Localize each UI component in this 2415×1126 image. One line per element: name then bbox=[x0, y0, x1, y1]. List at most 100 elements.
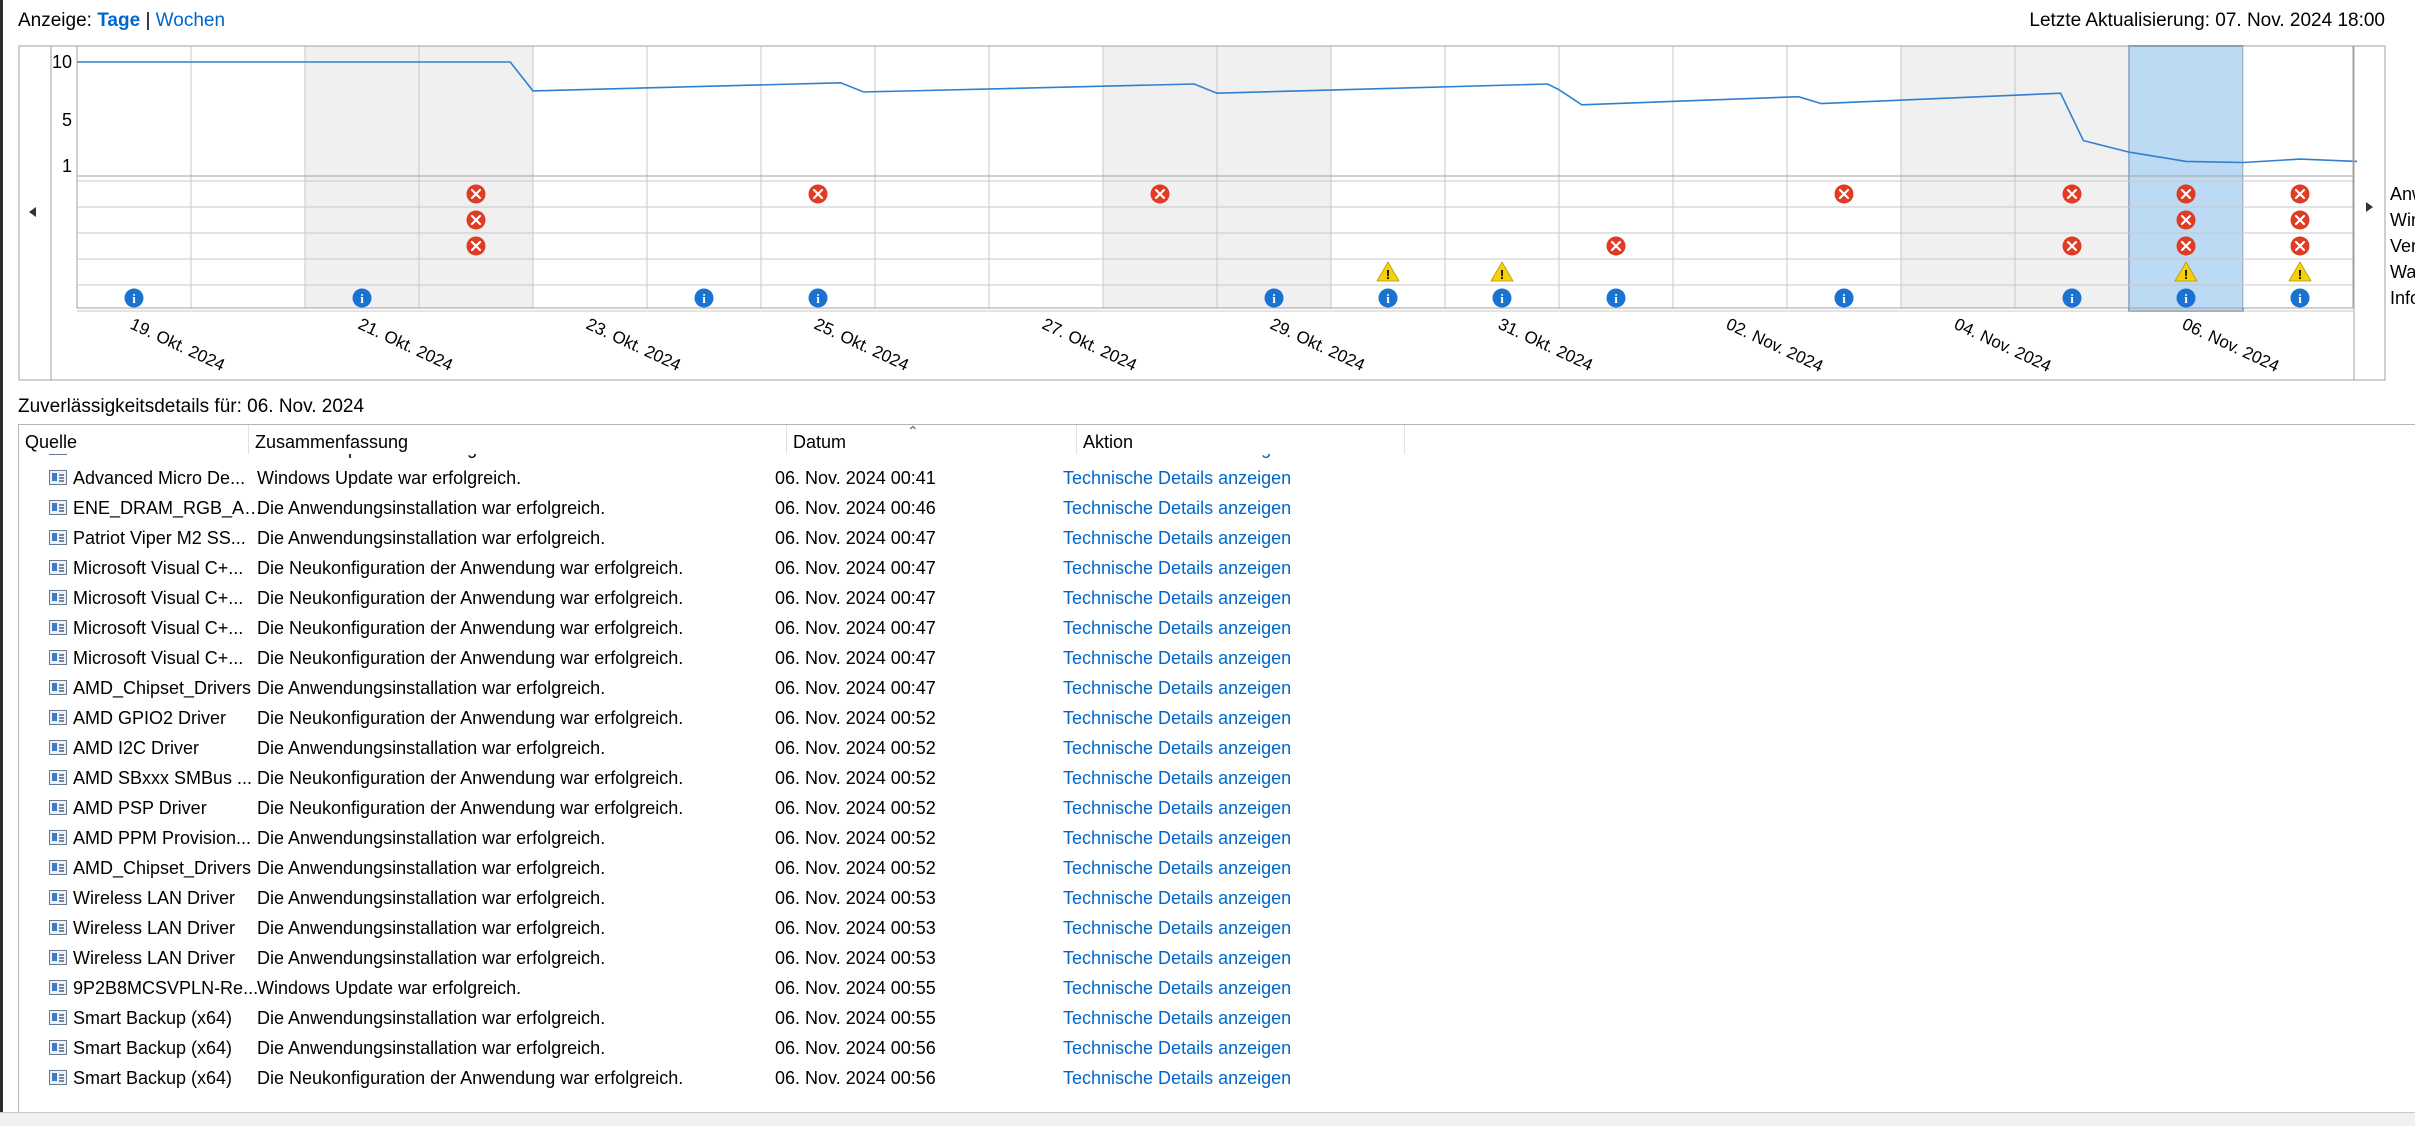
table-row[interactable]: AMD SBxxx SMBus ... Die Neukonfiguration … bbox=[19, 763, 1419, 793]
technical-details-link[interactable]: Technische Details anzeigen bbox=[1063, 918, 1292, 938]
warning-exclamation-mark: ! bbox=[2184, 267, 2188, 282]
technical-details-link[interactable]: Technische Details anzeigen bbox=[1063, 828, 1292, 848]
y-tick-label: 10 bbox=[52, 52, 72, 72]
row-date: 06. Nov. 2024 00:47 bbox=[775, 618, 936, 638]
details-table: 9P2B8MCSVPLN-Re...Windows Update war erf… bbox=[18, 424, 2415, 1113]
column-header-date[interactable]: Datum bbox=[787, 425, 1077, 454]
table-row[interactable]: Microsoft Visual C+... Die Neukonfigurati… bbox=[19, 613, 1419, 643]
day-column bbox=[419, 46, 533, 308]
scroll-right-arrow-icon[interactable] bbox=[2366, 202, 2373, 212]
info-icon bbox=[1606, 288, 1626, 308]
column-header-action[interactable]: Aktion bbox=[1077, 425, 1405, 454]
row-date: 06. Nov. 2024 00:52 bbox=[775, 768, 936, 788]
table-row[interactable]: Wireless LAN Driver Die Anwendungsinstall… bbox=[19, 883, 1419, 913]
technical-details-link[interactable]: Technische Details anzeigen bbox=[1063, 678, 1292, 698]
technical-details-link[interactable]: Technische Details anzeigen bbox=[1063, 738, 1292, 758]
row-date: 06. Nov. 2024 00:56 bbox=[775, 1038, 936, 1058]
table-row[interactable]: AMD GPIO2 Driver Die Neukonfiguration der… bbox=[19, 703, 1419, 733]
event-row-label: Warnungen bbox=[2390, 262, 2415, 282]
row-date: 06. Nov. 2024 00:47 bbox=[775, 648, 936, 668]
day-column bbox=[533, 46, 647, 308]
error-cross-mark bbox=[2180, 240, 2192, 252]
technical-details-link[interactable]: Technische Details anzeigen bbox=[1063, 798, 1292, 818]
table-row[interactable]: 9P2B8MCSVPLN-Re...Windows Update war erf… bbox=[19, 973, 1419, 1003]
technical-details-link[interactable]: Technische Details anzeigen bbox=[1063, 618, 1292, 638]
technical-details-link[interactable]: Technische Details anzeigen bbox=[1063, 648, 1292, 668]
warning-icon bbox=[2288, 261, 2312, 282]
info-icon bbox=[808, 288, 828, 308]
row-source: AMD PSP Driver bbox=[73, 798, 207, 818]
warning-exclamation-mark: ! bbox=[1500, 267, 1504, 282]
event-entry-icon bbox=[49, 1070, 67, 1085]
table-row[interactable]: Smart Backup (x64) Die Anwendungsinstalla… bbox=[19, 1033, 1419, 1063]
row-source: Smart Backup (x64) bbox=[73, 1008, 233, 1028]
view-days-link[interactable]: Tage bbox=[97, 10, 141, 31]
table-row[interactable]: AMD PSP Driver Die Neukonfiguration der A… bbox=[19, 793, 1419, 823]
technical-details-link[interactable]: Technische Details anzeigen bbox=[1063, 858, 1292, 878]
column-header-summary[interactable]: Zusammenfassung bbox=[249, 425, 787, 454]
row-summary: Die Neukonfiguration der Anwendung war e… bbox=[257, 708, 684, 728]
error-cross-mark bbox=[2294, 240, 2306, 252]
technical-details-link[interactable]: Technische Details anzeigen bbox=[1063, 978, 1292, 998]
day-column bbox=[647, 46, 761, 308]
technical-details-link[interactable]: Technische Details anzeigen bbox=[1063, 888, 1292, 908]
technical-details-link[interactable]: Technische Details anzeigen bbox=[1063, 498, 1292, 518]
table-row[interactable]: Smart Backup (x64) Die Anwendungsinstalla… bbox=[19, 1003, 1419, 1033]
day-column bbox=[761, 46, 875, 308]
row-date: 06. Nov. 2024 00:41 bbox=[775, 468, 936, 488]
technical-details-link[interactable]: Technische Details anzeigen bbox=[1063, 468, 1292, 488]
table-row[interactable]: Microsoft Visual C+... Die Neukonfigurati… bbox=[19, 553, 1419, 583]
event-entry-icon bbox=[49, 620, 67, 635]
table-row[interactable]: AMD_Chipset_Drivers Die Anwendungsinstall… bbox=[19, 853, 1419, 883]
event-entry-icon bbox=[49, 1040, 67, 1055]
technical-details-link[interactable]: Technische Details anzeigen bbox=[1063, 768, 1292, 788]
info-i-mark: i bbox=[1614, 291, 1618, 306]
row-source: Wireless LAN Driver bbox=[73, 948, 236, 968]
table-row[interactable]: AMD PPM Provision... Die Anwendungsinstal… bbox=[19, 823, 1419, 853]
technical-details-link[interactable]: Technische Details anzeigen bbox=[1063, 948, 1292, 968]
table-row[interactable]: Smart Backup (x64) Die Neukonfiguration d… bbox=[19, 1063, 1419, 1093]
day-column bbox=[1901, 46, 2015, 308]
technical-details-link[interactable]: Technische Details anzeigen bbox=[1063, 1038, 1292, 1058]
row-date: 06. Nov. 2024 00:46 bbox=[775, 498, 936, 518]
table-row[interactable]: Wireless LAN Driver Die Anwendungsinstall… bbox=[19, 943, 1419, 973]
row-date: 06. Nov. 2024 00:47 bbox=[775, 528, 936, 548]
error-cross-mark bbox=[2294, 188, 2306, 200]
table-row[interactable]: Advanced Micro De... Windows Update war e… bbox=[19, 463, 1419, 493]
event-entry-icon bbox=[49, 950, 67, 965]
event-row-label: Verschiedene Fehler bbox=[2390, 236, 2415, 256]
table-row[interactable]: Microsoft Visual C+... Die Neukonfigurati… bbox=[19, 583, 1419, 613]
row-date: 06. Nov. 2024 00:55 bbox=[775, 1008, 936, 1028]
scroll-left-arrow-icon[interactable] bbox=[29, 207, 36, 217]
technical-details-link[interactable]: Technische Details anzeigen bbox=[1063, 528, 1292, 548]
row-date: 06. Nov. 2024 00:55 bbox=[775, 978, 936, 998]
technical-details-link[interactable]: Technische Details anzeigen bbox=[1063, 1008, 1292, 1028]
reliability-chart[interactable]: !!!! i i i i i i i i i i i i 10 5 1 Anwendungsfehler Win… bbox=[0, 44, 2415, 384]
technical-details-link[interactable]: Technische Details anzeigen bbox=[1063, 1068, 1292, 1088]
row-source: AMD_Chipset_Drivers bbox=[73, 858, 252, 878]
row-date: 06. Nov. 2024 00:52 bbox=[775, 708, 936, 728]
view-separator: | bbox=[145, 10, 151, 31]
row-summary: Die Anwendungsinstallation war erfolgrei… bbox=[257, 948, 606, 968]
row-summary: Die Anwendungsinstallation war erfolgrei… bbox=[257, 528, 606, 548]
view-weeks-link[interactable]: Wochen bbox=[155, 10, 226, 31]
table-row[interactable]: Patriot Viper M2 SS... Die Anwendungsinst… bbox=[19, 523, 1419, 553]
technical-details-link[interactable]: Technische Details anzeigen bbox=[1063, 558, 1292, 578]
event-entry-icon bbox=[49, 650, 67, 665]
table-row[interactable]: AMD_Chipset_Drivers Die Anwendungsinstall… bbox=[19, 673, 1419, 703]
event-entry-icon bbox=[49, 1010, 67, 1025]
column-header-source[interactable]: Quelle bbox=[19, 425, 249, 454]
table-row[interactable]: AMD I2C Driver Die Anwendungsinstallation… bbox=[19, 733, 1419, 763]
technical-details-link[interactable]: Technische Details anzeigen bbox=[1063, 708, 1292, 728]
row-source: AMD_Chipset_Drivers bbox=[73, 678, 252, 698]
info-icon bbox=[1264, 288, 1284, 308]
row-source: Wireless LAN Driver bbox=[73, 888, 236, 908]
error-cross-mark bbox=[1838, 188, 1850, 200]
table-row[interactable]: Wireless LAN Driver Die Anwendungsinstall… bbox=[19, 913, 1419, 943]
info-i-mark: i bbox=[2298, 291, 2302, 306]
info-icon bbox=[1834, 288, 1854, 308]
technical-details-link[interactable]: Technische Details anzeigen bbox=[1063, 588, 1292, 608]
row-source: AMD PPM Provision... bbox=[73, 828, 252, 848]
table-row[interactable]: Microsoft Visual C+... Die Neukonfigurati… bbox=[19, 643, 1419, 673]
table-row[interactable]: ENE_DRAM_RGB_AIO Die Anwendungsinstallati… bbox=[19, 493, 1419, 523]
